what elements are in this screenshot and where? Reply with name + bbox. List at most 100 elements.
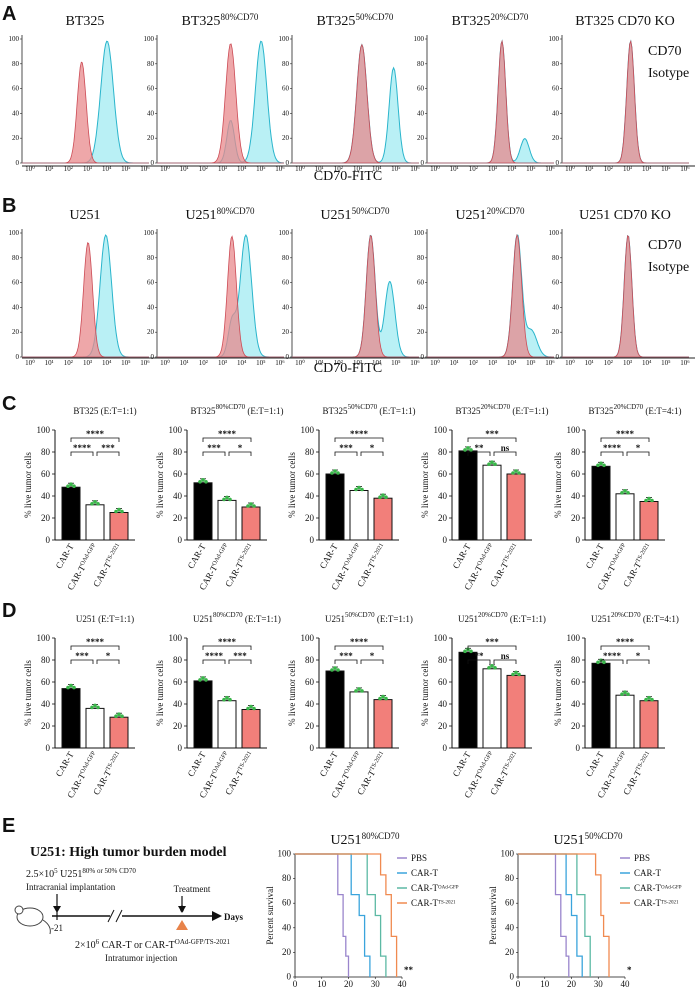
y-tick-label: 80 (505, 873, 515, 883)
panel-b-title-0-base: U251 (69, 208, 100, 223)
significance-label: **** (350, 637, 369, 647)
data-point (93, 703, 97, 708)
category-label-3: CAR-TTS-2021 (488, 542, 521, 589)
y-tick-label: 40 (305, 491, 315, 501)
category-label-3-sup: TS-2021 (105, 751, 121, 772)
survival-line-4 (295, 853, 398, 977)
survival-line-3 (295, 853, 387, 977)
significance-bracket (626, 659, 650, 664)
survival-line-1 (518, 853, 570, 977)
data-point (246, 706, 250, 711)
significance-label: **** (603, 651, 622, 661)
survival-line-1 (295, 853, 350, 977)
y-tick-label: 60 (552, 279, 560, 287)
y-tick-label: 100 (279, 35, 290, 43)
y-tick-label: 80 (417, 60, 425, 68)
bar-1 (61, 688, 81, 749)
y-tick-label: 0 (421, 353, 425, 361)
y-tick-label: 80 (552, 60, 560, 68)
significance-label: *** (485, 429, 499, 439)
y-tick-label: 20 (147, 134, 155, 142)
significance-bracket (334, 451, 358, 456)
x-tick-label: 10⁶ (410, 359, 420, 367)
significance-label: *** (207, 443, 221, 453)
significance-label: **** (616, 429, 635, 439)
y-tick-label: 100 (169, 425, 183, 435)
panel-letter-B: B (2, 195, 16, 217)
bar-chart-C-1: 0 20 40 60 80 100 % live tumor cells CAR-T CAR-T… (155, 425, 267, 592)
y-tick-label: 60 (305, 469, 315, 479)
x-tick-label: 10⁶ (140, 165, 150, 173)
x-tick-label: 10⁴ (372, 165, 382, 173)
category-label-1: CAR-T (186, 750, 208, 779)
implant-arrowhead (53, 906, 61, 913)
legend-label-2: CAR-T (411, 868, 439, 878)
significance-label: ** (475, 443, 485, 453)
y-tick-label: 60 (438, 677, 448, 687)
survival-title-1-sup: 80%CD70 (362, 831, 400, 841)
bar-title-C-3-sup: 20%CD70 (481, 403, 511, 411)
y-tick-label: 20 (571, 513, 581, 523)
y-tick-label: 0 (421, 159, 425, 167)
y-tick-label: 20 (12, 328, 20, 336)
legend-base: PBS (411, 853, 427, 863)
y-axis-label: % live tumor cells (155, 452, 165, 518)
y-tick-label: 80 (552, 254, 560, 262)
data-point (201, 478, 205, 482)
y-tick-label: 100 (567, 425, 581, 435)
legend-label-2: CAR-T (634, 868, 662, 878)
bar-3 (373, 497, 393, 541)
x-tick-label: 10³ (353, 359, 362, 367)
panel-a-hist-1: 0 20 40 60 80 100 10⁰ 10¹ 10² 10³ 10⁴ 10⁵ 10⁶ (144, 35, 285, 173)
data-point (117, 712, 121, 716)
x-tick-label: 10⁵ (661, 359, 671, 367)
bar-1 (458, 450, 478, 541)
x-tick-label: 10⁰ (430, 359, 440, 367)
days-label: Days (224, 912, 243, 922)
y-tick-label: 60 (282, 85, 290, 93)
y-tick-label: 0 (510, 972, 515, 982)
significance-label: **** (86, 429, 105, 439)
panel-a-title-4-base: BT325 CD70 KO (575, 14, 675, 29)
isotype-histogram (427, 39, 554, 164)
significance-label: *** (233, 651, 247, 661)
y-tick-label: 20 (438, 721, 448, 731)
x-tick-label: 40 (398, 979, 408, 989)
y-tick-label: 100 (9, 229, 20, 237)
data-point (647, 496, 651, 501)
x-tick-label: 10¹ (45, 165, 54, 173)
y-tick-label: 20 (552, 328, 560, 336)
y-tick-label: 20 (41, 513, 51, 523)
panel-a-title-3: BT32520%CD70 (452, 12, 529, 29)
y-tick-label: 40 (41, 491, 51, 501)
y-tick-label: 100 (414, 35, 425, 43)
y-tick-label: 40 (41, 699, 51, 709)
category-label-3: CAR-TTS-2021 (223, 542, 256, 589)
panel-a-title-1: BT32580%CD70 (182, 12, 259, 29)
data-point (198, 480, 202, 484)
x-tick-label: 30 (371, 979, 381, 989)
data-point (466, 446, 470, 450)
category-label-2-sup: OAd-GFP (80, 750, 98, 775)
data-point (66, 685, 70, 690)
significance-label: *** (339, 651, 353, 661)
category-label-3-sup: TS-2021 (105, 543, 121, 564)
y-tick-label: 20 (12, 134, 20, 142)
significance-bracket (70, 451, 94, 456)
y-tick-label: 20 (173, 513, 183, 523)
isotype-histogram (22, 242, 149, 358)
timeline-arrowhead (212, 911, 222, 921)
data-point (378, 495, 382, 500)
category-label-1: CAR-T (54, 542, 76, 571)
bar-title-C-1-base: BT325 (191, 406, 217, 416)
cell-count-part: 2.5×10 (26, 869, 54, 880)
data-point (333, 666, 337, 670)
significance-label: * (370, 443, 375, 453)
y-tick-label: 80 (571, 655, 581, 665)
bar-chart-D-4: 0 20 40 60 80 100 % live tumor cells CAR-T CAR-T… (553, 633, 665, 800)
category-label-1: CAR-T (584, 750, 606, 779)
significance-label: *** (101, 443, 115, 453)
y-tick-label: 60 (571, 469, 581, 479)
data-point (354, 487, 358, 492)
data-point (487, 462, 491, 467)
